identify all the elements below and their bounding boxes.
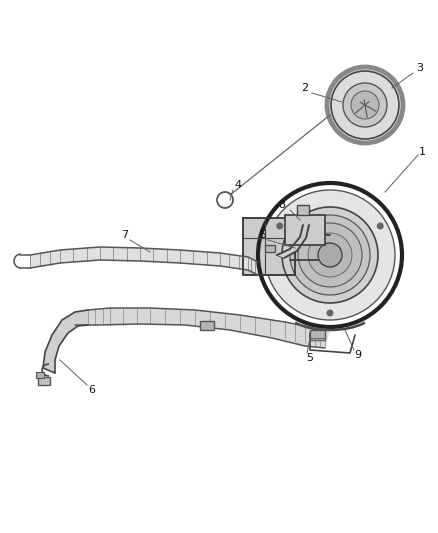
Circle shape <box>343 83 387 127</box>
Circle shape <box>276 222 283 230</box>
Text: 8: 8 <box>279 200 286 210</box>
Polygon shape <box>290 235 330 260</box>
Text: 5: 5 <box>307 353 314 363</box>
Bar <box>310 330 325 340</box>
Bar <box>265 245 275 252</box>
Circle shape <box>351 91 379 119</box>
Text: 2: 2 <box>301 83 308 93</box>
Polygon shape <box>30 247 258 275</box>
Circle shape <box>265 190 395 320</box>
Bar <box>36 372 44 378</box>
Text: 9: 9 <box>354 350 361 360</box>
Circle shape <box>326 310 333 317</box>
Polygon shape <box>43 310 88 373</box>
Polygon shape <box>277 225 309 258</box>
Circle shape <box>290 215 370 295</box>
Circle shape <box>331 71 399 139</box>
Text: 4: 4 <box>234 180 242 190</box>
Polygon shape <box>75 308 330 348</box>
Polygon shape <box>243 218 295 275</box>
Circle shape <box>282 207 378 303</box>
Text: 5: 5 <box>259 230 266 240</box>
Text: 1: 1 <box>418 147 425 157</box>
Text: 6: 6 <box>88 385 95 395</box>
Bar <box>285 215 325 245</box>
Bar <box>200 321 214 330</box>
Circle shape <box>327 67 403 143</box>
Text: 3: 3 <box>417 63 424 73</box>
Bar <box>297 205 309 215</box>
Circle shape <box>318 243 342 267</box>
Bar <box>38 377 50 385</box>
Text: 7: 7 <box>121 230 129 240</box>
Circle shape <box>377 222 384 230</box>
Circle shape <box>308 233 352 277</box>
Circle shape <box>298 223 362 287</box>
